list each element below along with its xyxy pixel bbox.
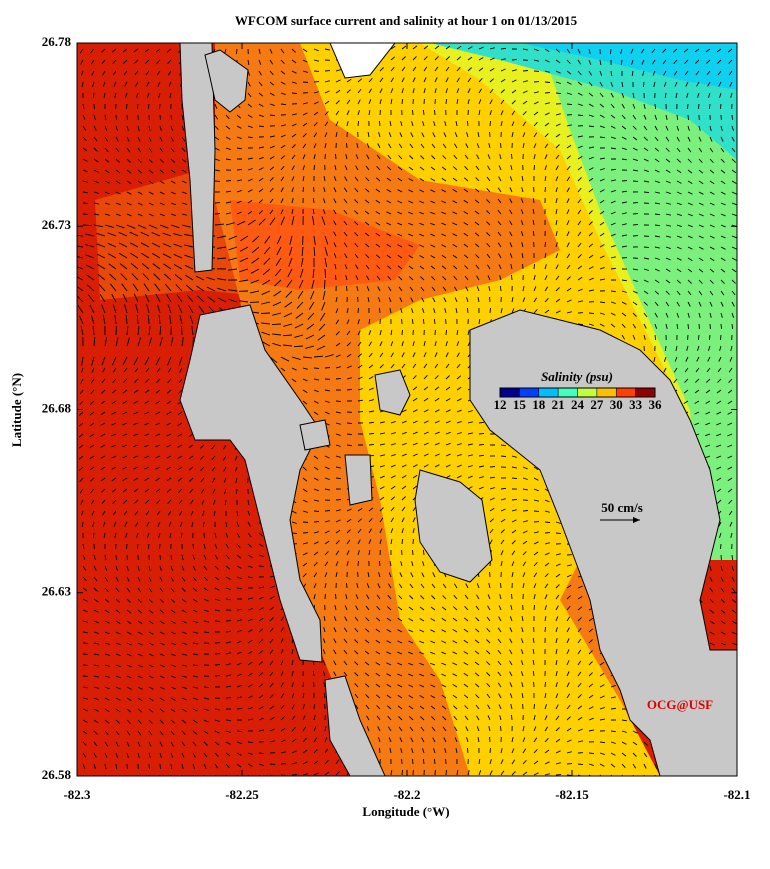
colorbar-swatch [577,388,598,397]
y-tick-label: 26.63 [42,584,72,599]
colorbar-tick-label: 15 [513,397,527,412]
credit: OCG@USF [647,697,713,712]
land [299,419,331,451]
land [179,304,323,663]
colorbar-swatch [616,388,637,397]
colorbar-swatch [596,388,617,397]
salinity-field [77,43,737,776]
land [374,369,411,416]
colorbar: Salinity (psu) 12 15 18 21 24 27 30 33 36 [494,369,663,412]
x-tick-label: -82.2 [393,787,420,802]
y-tick-label: 26.58 [42,767,72,782]
colorbar-swatch [500,388,520,397]
y-tick-label: 26.73 [42,217,72,232]
colorbar-tick-label: 21 [552,397,565,412]
x-tick-label: -82.25 [225,787,259,802]
reference-arrow-head [633,517,640,523]
colorbar-label: Salinity (psu) [541,369,613,384]
x-tick-label: -82.15 [555,787,589,802]
x-axis-label: Longitude (°W) [362,804,449,819]
land [414,469,493,583]
scale-label: 50 cm/s [601,500,643,515]
colorbar-tick-label: 33 [629,397,643,412]
y-tick-label: 26.68 [42,400,72,415]
colorbar-swatch [519,388,540,397]
y-axis-label: Latitude (°N) [9,373,24,447]
colorbar-tick-label: 27 [590,397,604,412]
colorbar-swatch [538,388,559,397]
colorbar-tick-label: 36 [649,397,663,412]
colorbar-tick-label: 24 [571,397,585,412]
x-tick-label: -82.3 [63,787,91,802]
colorbar-swatch [635,388,656,397]
x-tick-label: -82.1 [723,787,750,802]
colorbar-tick-label: 18 [532,397,546,412]
land [469,309,737,776]
land [324,675,386,776]
axes: -82.3 -82.25 -82.2 -82.15 -82.1 26.58 26.63 26.… [42,34,751,802]
chart-title: WFCOM surface current and salinity at ho… [235,13,578,28]
colorbar-swatch [558,388,578,397]
land [329,43,396,79]
colorbar-tick-label: 12 [494,397,507,412]
y-tick-label: 26.78 [42,34,72,49]
colorbar-tick-label: 30 [610,397,623,412]
land [344,454,373,506]
land [204,49,249,113]
